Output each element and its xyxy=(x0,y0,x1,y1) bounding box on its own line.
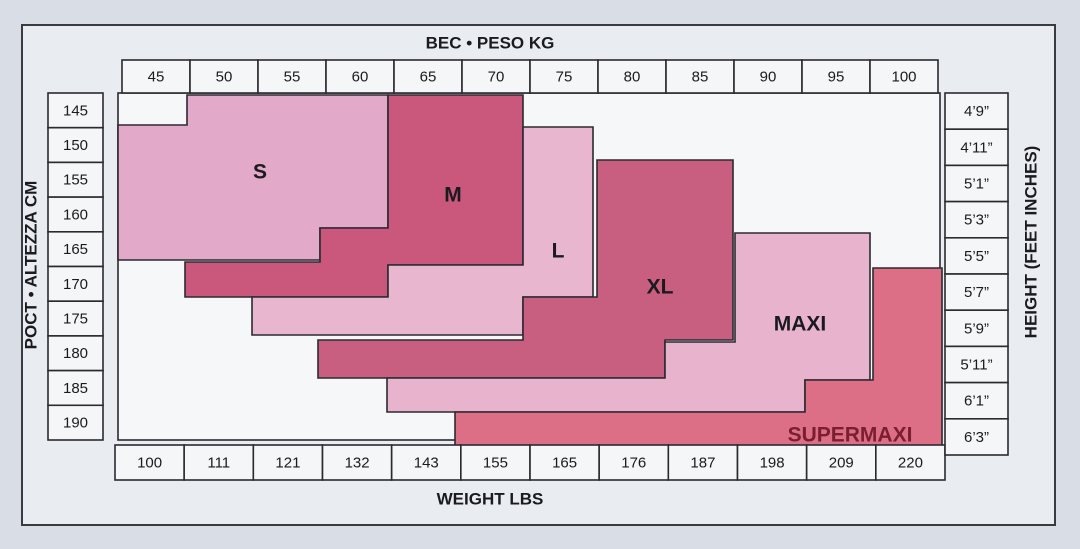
cm-cell xyxy=(47,161,104,198)
inch-label: 4’11” xyxy=(960,139,992,156)
inch-cell xyxy=(944,417,1009,456)
kg-cell xyxy=(801,59,871,94)
size-xl-area xyxy=(317,159,734,379)
lbs-label: 198 xyxy=(760,454,785,471)
kg-cell xyxy=(733,59,803,94)
lbs-label: 220 xyxy=(898,454,923,471)
cm-label: 190 xyxy=(63,415,88,432)
size-supermaxi-area xyxy=(454,267,943,453)
cm-label: 155 xyxy=(63,172,88,189)
lbs-label: 165 xyxy=(552,454,577,471)
kg-cell xyxy=(869,59,939,94)
size-label: XL xyxy=(647,276,674,299)
cm-cell xyxy=(47,196,104,233)
inch-cell xyxy=(944,237,1009,275)
size-label: M xyxy=(444,184,462,207)
size-label: L xyxy=(552,240,565,263)
lbs-label: 111 xyxy=(207,454,230,471)
lbs-label: 187 xyxy=(690,454,715,471)
kg-cell xyxy=(189,59,259,94)
cm-label: 170 xyxy=(63,276,88,293)
lbs-cell xyxy=(667,444,739,481)
kg-label: 60 xyxy=(352,68,369,85)
kg-label: 85 xyxy=(692,68,709,85)
lbs-label: 143 xyxy=(414,454,439,471)
cm-label: 175 xyxy=(63,311,88,328)
kg-cell xyxy=(461,59,531,94)
size-l-area xyxy=(251,126,594,336)
inch-cell xyxy=(944,309,1009,348)
kg-label: 100 xyxy=(891,68,916,85)
inch-label: 6’1” xyxy=(964,393,989,410)
cm-label: 160 xyxy=(63,206,88,223)
size-maxi-area xyxy=(386,232,871,413)
kg-label: 90 xyxy=(760,68,777,85)
kg-cell xyxy=(393,59,463,94)
cm-label: 145 xyxy=(63,102,88,119)
inch-label: 6’3” xyxy=(964,429,989,446)
inch-cell xyxy=(944,345,1009,384)
kg-cell xyxy=(665,59,735,94)
cm-label: 150 xyxy=(63,137,88,154)
lbs-cell xyxy=(875,444,946,481)
kg-cell xyxy=(597,59,667,94)
cm-label: 165 xyxy=(63,241,88,258)
size-label: MAXI xyxy=(774,313,827,336)
cm-label: 185 xyxy=(63,380,88,397)
kg-label: 65 xyxy=(420,68,437,85)
lbs-cell xyxy=(805,444,877,481)
cm-cell xyxy=(47,265,104,303)
inch-label: 5’3” xyxy=(964,212,989,229)
kg-cell xyxy=(121,59,191,94)
cm-title: POCT • ALTEZZA CM xyxy=(21,181,40,350)
kg-label: 80 xyxy=(624,68,641,85)
kg-cell xyxy=(529,59,599,94)
kg-label: 95 xyxy=(828,68,845,85)
inch-cell xyxy=(944,128,1009,167)
inch-cell xyxy=(944,164,1009,203)
cm-label: 180 xyxy=(63,345,88,362)
lbs-label: 209 xyxy=(829,454,854,471)
inch-label: 5’11” xyxy=(960,356,992,373)
inch-cell xyxy=(944,200,1009,239)
kg-cell xyxy=(325,59,395,94)
lbs-cell xyxy=(252,444,324,481)
kg-cell xyxy=(257,59,327,94)
cm-cell xyxy=(47,231,104,268)
lbs-label: 176 xyxy=(621,454,646,471)
inch-label: 5’7” xyxy=(964,284,989,301)
lbs-cell xyxy=(598,444,670,481)
inch-label: 5’1” xyxy=(964,175,989,192)
kg-label: 45 xyxy=(148,68,165,85)
inch-cell xyxy=(944,273,1009,312)
cm-cell xyxy=(47,404,104,441)
lbs-label: 121 xyxy=(275,454,300,471)
lbs-cell xyxy=(183,444,255,481)
lbs-label: 132 xyxy=(345,454,370,471)
inch-label: 5’9” xyxy=(964,320,989,337)
cm-cell xyxy=(47,369,104,407)
size-label: S xyxy=(253,161,267,184)
lbs-label: 100 xyxy=(137,454,162,471)
inch-cell xyxy=(944,92,1009,131)
inch-label: 4’9” xyxy=(964,103,989,120)
size-label: SUPERMAXI xyxy=(788,424,913,447)
kg-title: BEC • PESO KG xyxy=(426,33,555,52)
inches-title: HEIGHT (FEET INCHES) xyxy=(1021,146,1040,339)
cm-cell xyxy=(47,92,104,129)
kg-label: 75 xyxy=(556,68,573,85)
kg-label: 55 xyxy=(284,68,301,85)
kg-label: 70 xyxy=(488,68,505,85)
lbs-label: 155 xyxy=(483,454,508,471)
inch-label: 5’5” xyxy=(964,248,989,265)
lbs-title: WEIGHT LBS xyxy=(437,489,544,508)
kg-label: 50 xyxy=(216,68,233,85)
